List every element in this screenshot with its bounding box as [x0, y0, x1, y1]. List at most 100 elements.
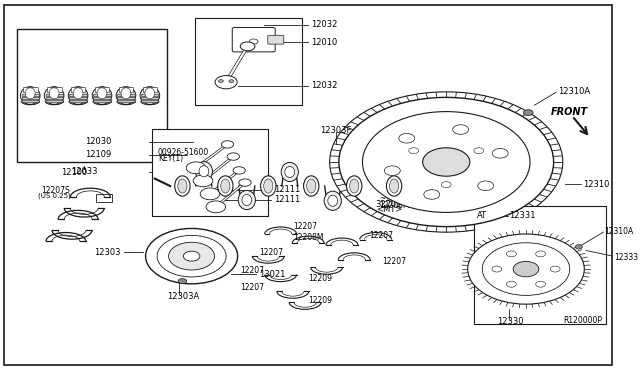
Bar: [474, 206, 606, 324]
Circle shape: [424, 190, 440, 199]
Text: 12033: 12033: [71, 167, 97, 176]
Bar: [93, 97, 111, 99]
Text: 12209: 12209: [308, 274, 332, 283]
Bar: [17, 29, 167, 162]
Ellipse shape: [44, 87, 64, 105]
Bar: [45, 100, 63, 102]
Ellipse shape: [175, 176, 190, 196]
Circle shape: [536, 281, 545, 287]
Text: AT: AT: [477, 211, 487, 220]
Circle shape: [221, 141, 234, 148]
Circle shape: [239, 179, 251, 186]
Circle shape: [339, 97, 554, 227]
Circle shape: [483, 243, 570, 295]
Text: 12200: 12200: [424, 163, 450, 172]
Ellipse shape: [324, 191, 341, 211]
Text: 00926-51600: 00926-51600: [158, 148, 209, 157]
FancyBboxPatch shape: [268, 35, 284, 44]
Circle shape: [385, 166, 400, 176]
Text: 12207: 12207: [259, 248, 283, 257]
Circle shape: [452, 125, 468, 134]
Bar: [70, 94, 86, 96]
Text: 12030: 12030: [86, 137, 112, 146]
Text: 12207: 12207: [294, 222, 317, 231]
Circle shape: [250, 39, 258, 44]
Circle shape: [362, 112, 530, 212]
Text: 12333: 12333: [614, 253, 639, 262]
Ellipse shape: [349, 179, 359, 193]
Circle shape: [513, 262, 539, 277]
Circle shape: [468, 234, 584, 304]
Circle shape: [330, 92, 563, 232]
Ellipse shape: [195, 161, 212, 181]
Circle shape: [186, 162, 206, 174]
Text: 13021: 13021: [259, 270, 285, 279]
Circle shape: [193, 175, 213, 187]
Bar: [143, 87, 157, 92]
Text: R120000P: R120000P: [564, 315, 603, 324]
Text: (US 0.25): (US 0.25): [38, 193, 71, 199]
Bar: [141, 94, 159, 96]
Text: 12310A: 12310A: [605, 227, 634, 236]
Text: 12303: 12303: [95, 248, 121, 257]
Bar: [70, 100, 86, 102]
Ellipse shape: [346, 176, 362, 196]
Circle shape: [233, 167, 245, 174]
Circle shape: [200, 188, 220, 200]
Text: 12010: 12010: [311, 38, 337, 47]
Text: 12208M: 12208M: [379, 201, 409, 210]
Text: 12330: 12330: [497, 317, 524, 326]
Text: 12331: 12331: [509, 211, 536, 220]
Ellipse shape: [264, 179, 273, 193]
Bar: [71, 87, 86, 92]
Circle shape: [506, 281, 516, 287]
Ellipse shape: [390, 179, 399, 193]
Circle shape: [474, 148, 484, 154]
Bar: [93, 94, 111, 96]
Circle shape: [218, 80, 223, 83]
Circle shape: [524, 110, 533, 116]
Bar: [95, 87, 109, 92]
Text: ~12200A: ~12200A: [379, 195, 414, 203]
Ellipse shape: [218, 176, 233, 196]
Ellipse shape: [20, 87, 40, 105]
Bar: [70, 97, 86, 99]
Text: 12207: 12207: [369, 231, 394, 240]
Text: 12109: 12109: [86, 150, 112, 159]
Circle shape: [227, 153, 239, 160]
Circle shape: [536, 251, 545, 257]
Circle shape: [145, 228, 237, 284]
Circle shape: [157, 235, 226, 277]
Ellipse shape: [260, 176, 276, 196]
Text: 12111: 12111: [275, 185, 301, 194]
Ellipse shape: [97, 88, 107, 99]
Text: 12208M: 12208M: [294, 233, 324, 242]
Ellipse shape: [49, 88, 59, 99]
Circle shape: [492, 266, 502, 272]
Ellipse shape: [178, 179, 187, 193]
Bar: [195, 18, 302, 105]
Ellipse shape: [145, 88, 155, 99]
Circle shape: [215, 76, 237, 89]
Text: 12207: 12207: [241, 266, 265, 275]
Circle shape: [206, 201, 226, 213]
Bar: [23, 87, 38, 92]
Text: FRONT: FRONT: [550, 107, 588, 117]
Ellipse shape: [68, 87, 88, 105]
Ellipse shape: [387, 176, 402, 196]
Circle shape: [168, 242, 214, 270]
Ellipse shape: [140, 87, 160, 105]
Bar: [117, 100, 134, 102]
Circle shape: [550, 266, 560, 272]
Text: 12100: 12100: [61, 168, 87, 177]
Bar: [152, 129, 268, 215]
Bar: [141, 100, 159, 102]
Bar: [117, 97, 134, 99]
Circle shape: [240, 42, 255, 51]
Bar: [22, 100, 39, 102]
Bar: [45, 97, 63, 99]
FancyBboxPatch shape: [232, 28, 275, 52]
Circle shape: [492, 148, 508, 158]
Ellipse shape: [307, 179, 316, 193]
Ellipse shape: [281, 162, 298, 182]
